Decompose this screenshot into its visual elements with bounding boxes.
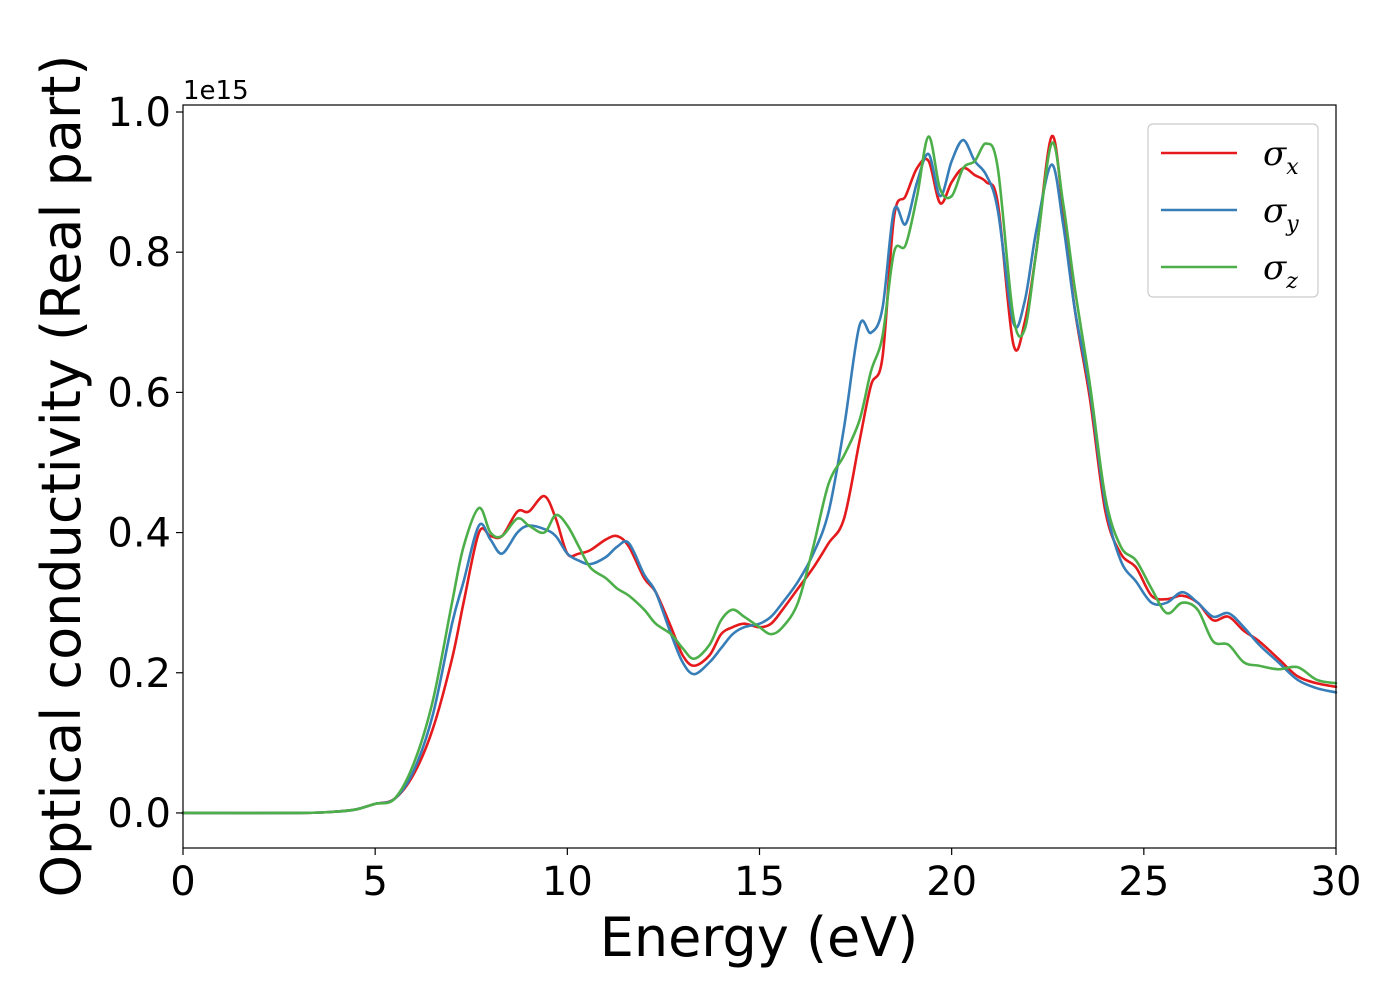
x-tick-label: 0 bbox=[170, 859, 195, 905]
plot-background bbox=[183, 105, 1336, 848]
x-tick-label: 25 bbox=[1118, 859, 1169, 905]
x-tick-label: 15 bbox=[734, 859, 785, 905]
y-tick-label: 0.4 bbox=[107, 511, 171, 557]
y-tick-label: 0.6 bbox=[107, 370, 171, 416]
series-layer bbox=[181, 134, 1338, 815]
y-tick-label: 1.0 bbox=[107, 90, 171, 136]
series-line-z bbox=[181, 135, 1338, 815]
series-line-y bbox=[181, 138, 1338, 815]
y-axis-label: Optical conductivity (Real part) bbox=[30, 55, 93, 898]
y-offset-label: 1e15 bbox=[183, 76, 249, 106]
legend-label-main: σ bbox=[1263, 191, 1287, 231]
legend-label-main: σ bbox=[1263, 134, 1287, 174]
y-tick-label: 0.8 bbox=[107, 230, 171, 276]
y-tick-label: 0.2 bbox=[107, 651, 171, 697]
x-tick-label: 30 bbox=[1311, 859, 1362, 905]
legend-label-x: σx bbox=[1263, 134, 1299, 180]
x-axis-label: Energy (eV) bbox=[600, 906, 919, 969]
legend-label-y: σy bbox=[1263, 191, 1299, 237]
legend-label-sub: x bbox=[1286, 155, 1299, 180]
legend-label-sub: y bbox=[1285, 212, 1299, 237]
x-tick-label: 5 bbox=[362, 859, 387, 905]
legend-label-z: σz bbox=[1263, 248, 1298, 294]
legend-label-main: σ bbox=[1263, 248, 1287, 288]
x-tick-label: 20 bbox=[926, 859, 977, 905]
legend-label-sub: z bbox=[1285, 269, 1298, 294]
y-tick-label: 0.0 bbox=[107, 791, 171, 837]
x-tick-label: 10 bbox=[542, 859, 593, 905]
y-axis: 0.0 0.2 0.4 0.6 0.8 1.0 bbox=[107, 90, 183, 837]
x-axis: 0 5 10 15 20 25 30 bbox=[170, 848, 1361, 905]
